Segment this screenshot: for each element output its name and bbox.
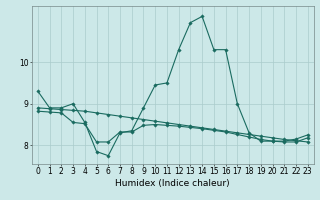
X-axis label: Humidex (Indice chaleur): Humidex (Indice chaleur)	[116, 179, 230, 188]
